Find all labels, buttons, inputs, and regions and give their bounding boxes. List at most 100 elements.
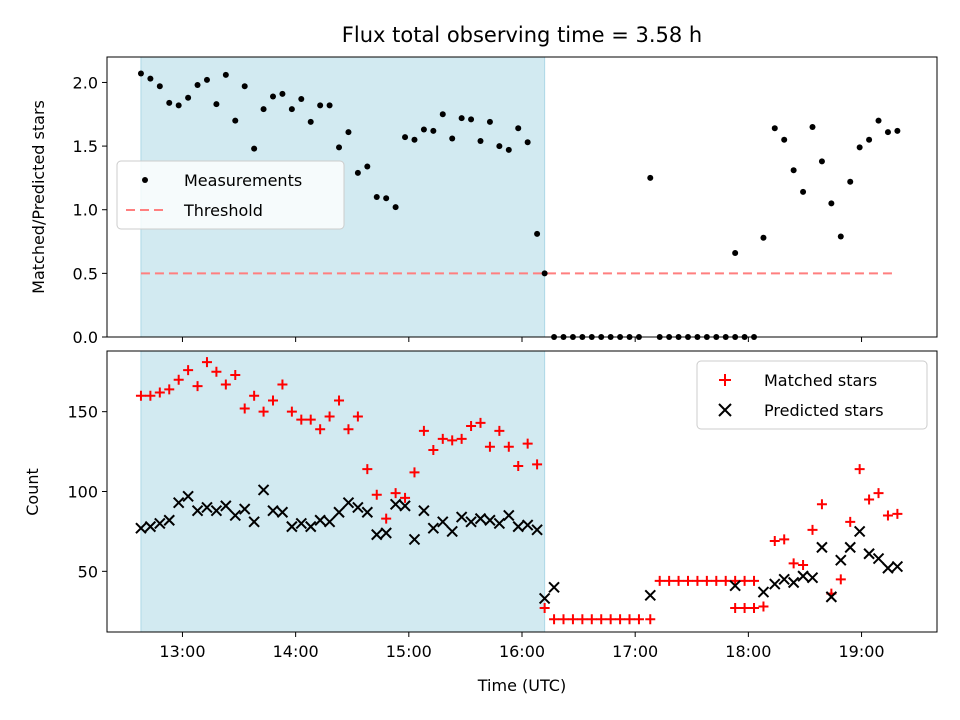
predicted-star-point bbox=[446, 525, 458, 538]
x-tick-label: 14:00 bbox=[273, 642, 319, 661]
matched-star-point bbox=[549, 614, 560, 625]
bottom-series-matched-stars bbox=[135, 357, 903, 625]
measurement-point bbox=[866, 136, 873, 143]
predicted-star-point bbox=[163, 514, 175, 526]
matched-star-point bbox=[701, 575, 712, 586]
measurement-point bbox=[222, 71, 229, 78]
matched-star-point bbox=[864, 494, 875, 505]
predicted-star-point bbox=[548, 581, 560, 594]
matched-star-point bbox=[437, 433, 448, 444]
matched-star-point bbox=[567, 614, 578, 625]
matched-star-point bbox=[192, 381, 203, 392]
matched-star-point bbox=[513, 460, 524, 471]
matched-star-point bbox=[711, 575, 722, 586]
matched-star-point bbox=[673, 575, 684, 586]
matched-star-point bbox=[683, 575, 693, 586]
measurement-point bbox=[279, 90, 286, 97]
matched-star-point bbox=[315, 424, 326, 435]
predicted-star-point bbox=[835, 554, 847, 566]
predicted-star-point bbox=[135, 522, 147, 534]
predicted-star-point bbox=[825, 591, 838, 603]
predicted-star-point bbox=[238, 503, 251, 515]
bottom-y-axis-label: Count bbox=[23, 468, 42, 516]
matched-star-point bbox=[596, 614, 607, 625]
matched-star-point bbox=[305, 414, 316, 425]
matched-star-point bbox=[145, 390, 156, 401]
measurement-point bbox=[647, 174, 654, 181]
matched-star-point bbox=[807, 524, 818, 535]
measurement-point bbox=[194, 82, 201, 88]
legend-box bbox=[696, 360, 928, 430]
measurement-point bbox=[166, 99, 173, 106]
matched-star-point bbox=[277, 379, 288, 390]
matched-star-point bbox=[381, 513, 392, 524]
predicted-star-point bbox=[465, 516, 477, 528]
measurement-point bbox=[847, 178, 854, 185]
measurement-point bbox=[430, 127, 437, 134]
matched-star-point bbox=[503, 441, 514, 452]
predicted-star-point bbox=[286, 520, 298, 533]
matched-star-point bbox=[409, 467, 420, 478]
matched-star-point bbox=[268, 395, 278, 406]
measurement-point bbox=[800, 188, 807, 195]
predicted-star-point bbox=[531, 524, 543, 536]
measurement-point bbox=[458, 115, 465, 122]
predicted-star-point bbox=[474, 512, 487, 525]
predicted-star-point bbox=[769, 578, 781, 590]
measurement-point bbox=[790, 167, 797, 174]
predicted-star-point bbox=[872, 552, 885, 565]
predicted-star-point bbox=[778, 573, 790, 586]
legend-label: Measurements bbox=[184, 171, 302, 190]
matched-star-point bbox=[239, 403, 250, 414]
matched-star-point bbox=[286, 406, 297, 417]
measurement-point bbox=[837, 233, 844, 240]
predicted-star-point bbox=[333, 506, 345, 518]
predicted-star-point bbox=[220, 500, 232, 512]
matched-star-point bbox=[296, 414, 307, 425]
measurement-point bbox=[260, 106, 267, 113]
measurement-point bbox=[894, 127, 901, 134]
predicted-star-point bbox=[191, 504, 204, 517]
matched-star-point bbox=[211, 366, 222, 377]
measurement-point bbox=[241, 83, 248, 90]
matched-star-point bbox=[220, 379, 231, 390]
measurement-point bbox=[345, 129, 352, 136]
predicted-star-point bbox=[305, 520, 317, 533]
matched-star-point bbox=[854, 464, 865, 475]
x-tick-label: 13:00 bbox=[159, 642, 205, 661]
matched-star-point bbox=[400, 492, 411, 503]
matched-star-point bbox=[494, 425, 505, 436]
predicted-star-point bbox=[891, 560, 904, 573]
matched-star-point bbox=[730, 603, 741, 614]
measurement-point bbox=[856, 144, 863, 151]
predicted-star-point bbox=[427, 522, 440, 534]
matched-star-point bbox=[892, 508, 903, 519]
matched-star-point bbox=[164, 384, 175, 395]
measurement-point bbox=[420, 126, 427, 133]
measurement-point bbox=[534, 230, 541, 237]
bottom-y-tick-label: 150 bbox=[67, 403, 98, 422]
matched-star-point bbox=[135, 390, 146, 401]
matched-star-point bbox=[664, 575, 675, 586]
matched-star-point bbox=[720, 575, 731, 586]
predicted-star-point bbox=[644, 589, 656, 601]
matched-star-point bbox=[539, 603, 550, 614]
predicted-star-point bbox=[267, 504, 279, 517]
matched-star-point bbox=[249, 390, 260, 401]
predicted-star-point bbox=[154, 517, 166, 530]
measurement-point bbox=[760, 234, 767, 241]
measurement-point bbox=[317, 102, 324, 109]
matched-star-point bbox=[343, 424, 354, 435]
matched-star-point bbox=[484, 441, 495, 452]
top-y-tick-label: 0.0 bbox=[73, 328, 98, 347]
matched-star-point bbox=[475, 417, 486, 428]
measurement-point bbox=[809, 124, 816, 130]
measurement-point bbox=[373, 194, 380, 200]
matched-star-point bbox=[779, 534, 790, 545]
measurement-point bbox=[505, 146, 512, 153]
measurement-point bbox=[251, 145, 258, 152]
measurement-point bbox=[147, 75, 154, 82]
measurement-point bbox=[185, 94, 192, 101]
bottom-y-tick-label: 100 bbox=[67, 483, 98, 502]
measurement-point bbox=[541, 270, 548, 277]
